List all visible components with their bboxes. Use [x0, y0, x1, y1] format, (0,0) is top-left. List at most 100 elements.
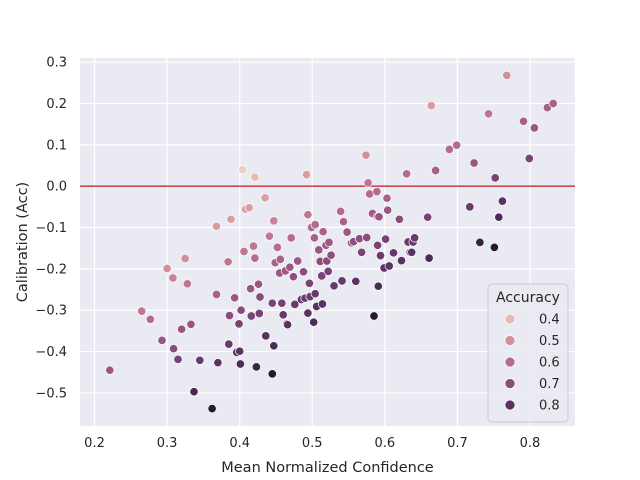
data-point: [244, 203, 254, 213]
data-point: [381, 234, 391, 244]
legend-marker: [504, 378, 516, 389]
data-point: [186, 319, 196, 329]
data-point: [235, 359, 245, 369]
data-point: [207, 404, 217, 414]
data-point: [384, 261, 394, 271]
data-point: [369, 311, 379, 321]
data-point: [342, 227, 352, 237]
data-point: [326, 250, 336, 260]
legend-entry-label: 0.7: [539, 377, 560, 392]
tick-labels: 0.2 0.3 0.4 0.5 0.6 0.7 0.8 0.3 0.2 0.1 0.0 −0.1 −0.…: [35, 56, 540, 451]
data-point: [226, 214, 236, 224]
data-point: [310, 289, 320, 299]
data-point: [524, 153, 534, 164]
data-point: [357, 247, 367, 257]
y-axis-label: Calibration (Acc): [15, 182, 31, 302]
legend: Accuracy 0.4 0.5 0.6 0.7 0.8: [487, 283, 569, 423]
data-point: [177, 324, 187, 334]
data-point: [213, 358, 223, 368]
data-point: [157, 335, 167, 345]
legend-entry-label: 0.5: [539, 334, 560, 349]
x-tick-label: 0.4: [229, 436, 250, 451]
y-tick-label: −0.2: [35, 262, 67, 277]
x-tick-label: 0.2: [84, 436, 105, 451]
data-point: [490, 173, 500, 183]
data-point: [426, 101, 436, 111]
y-tick-label: −0.5: [35, 386, 67, 401]
data-point: [234, 319, 244, 329]
data-point: [323, 266, 333, 276]
data-point: [375, 251, 386, 261]
data-point: [469, 158, 479, 168]
y-tick-label: −0.1: [35, 221, 67, 236]
y-tick-label: 0.3: [46, 56, 67, 71]
data-point: [303, 308, 313, 318]
y-tick-label: 0.1: [46, 138, 67, 153]
data-point: [383, 205, 393, 215]
y-tick-label: −0.3: [35, 304, 67, 319]
data-point: [314, 245, 324, 255]
data-point: [361, 150, 371, 160]
data-point: [529, 123, 539, 133]
legend-marker: [504, 335, 516, 346]
data-point: [267, 298, 277, 308]
data-point: [162, 263, 172, 274]
data-point: [285, 262, 295, 272]
data-point: [238, 165, 248, 175]
data-point: [410, 233, 420, 243]
data-point: [275, 254, 285, 264]
data-point: [298, 267, 309, 277]
data-point: [394, 214, 404, 224]
data-point: [502, 70, 512, 80]
data-point: [269, 216, 279, 226]
x-tick-label: 0.7: [447, 436, 468, 451]
data-point: [309, 233, 319, 243]
data-point: [431, 165, 441, 176]
data-point: [168, 273, 178, 283]
x-axis-label: Mean Normalized Confidence: [221, 460, 434, 476]
legend-marker: [504, 313, 516, 325]
data-point: [290, 299, 300, 309]
data-point: [278, 310, 288, 320]
data-point: [269, 341, 279, 351]
data-point: [317, 271, 327, 281]
x-tick-label: 0.8: [520, 436, 541, 451]
data-point: [235, 346, 245, 356]
data-point: [444, 144, 454, 154]
data-point: [288, 272, 298, 282]
data-point: [248, 241, 259, 251]
data-point: [423, 212, 433, 222]
data-point: [189, 387, 199, 397]
legend-entry-label: 0.6: [539, 356, 560, 371]
data-point: [336, 206, 346, 216]
data-point: [224, 339, 234, 349]
data-point: [475, 237, 485, 247]
data-point: [211, 221, 222, 231]
data-point: [518, 116, 529, 126]
data-point: [145, 314, 155, 324]
data-point: [351, 276, 361, 286]
data-point: [310, 220, 320, 230]
data-point: [374, 212, 384, 222]
data-point: [407, 247, 417, 257]
data-point: [497, 196, 507, 206]
data-point: [338, 217, 349, 227]
y-tick-label: 0.0: [46, 180, 67, 195]
y-tick-label: −0.4: [35, 345, 67, 360]
data-point: [363, 178, 373, 188]
data-point: [250, 253, 260, 263]
data-point: [254, 308, 264, 319]
data-point: [253, 279, 264, 289]
data-point: [317, 299, 327, 309]
x-tick-label: 0.6: [374, 436, 395, 451]
data-point: [303, 210, 313, 220]
legend-title: Accuracy: [496, 290, 560, 306]
data-point: [255, 292, 265, 302]
data-point: [251, 362, 261, 372]
data-point: [362, 232, 372, 243]
data-point: [277, 298, 287, 308]
data-point: [548, 98, 558, 109]
data-point: [402, 169, 412, 179]
data-point: [304, 278, 314, 288]
